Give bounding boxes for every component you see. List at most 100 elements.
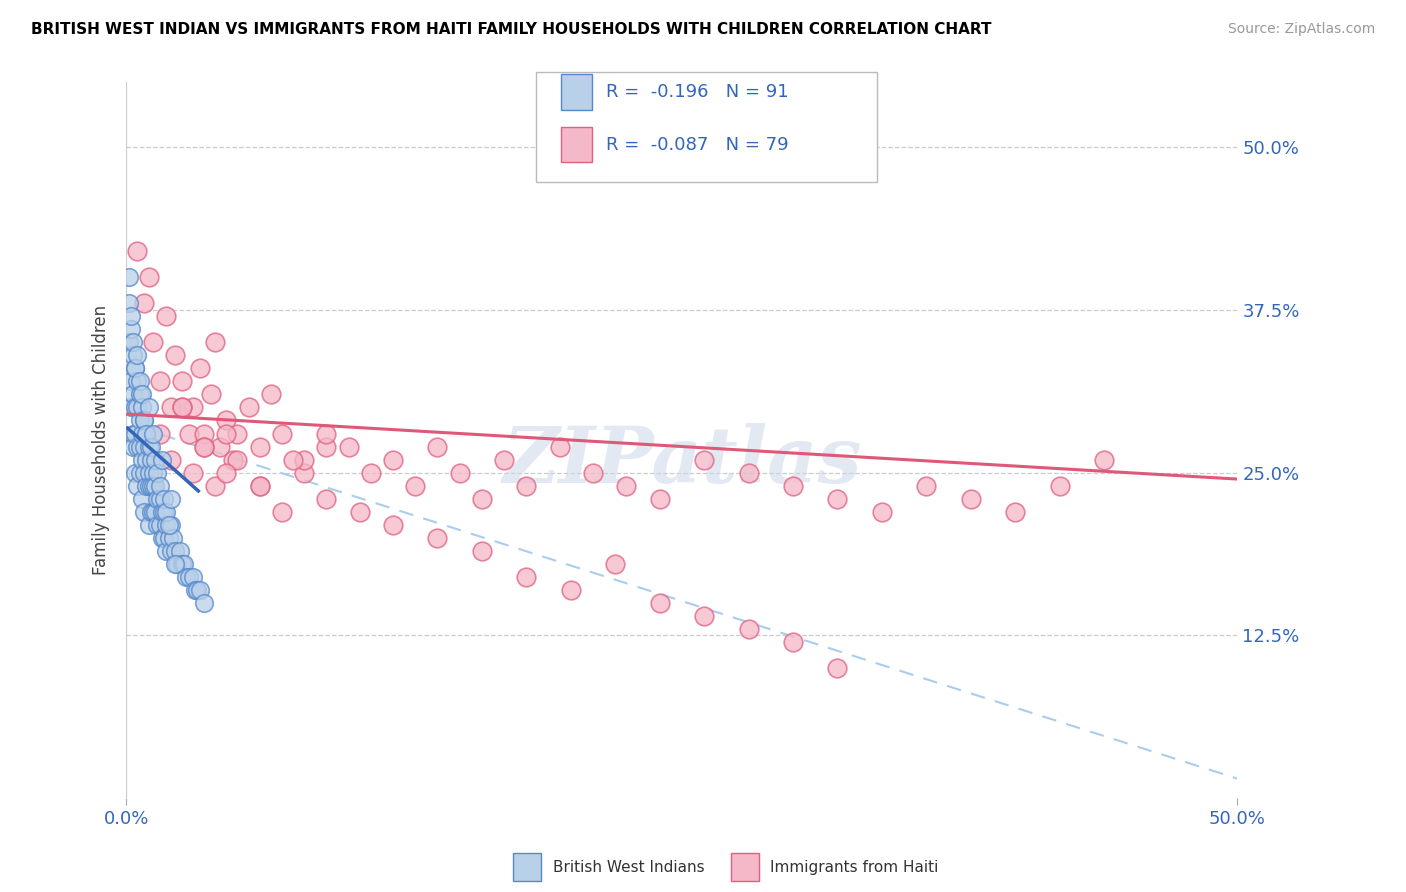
Point: [165, 543, 187, 558]
Point: [131, 491, 153, 506]
Point: [153, 491, 176, 506]
Point: [117, 296, 139, 310]
Point: [128, 466, 150, 480]
Point: [128, 387, 150, 401]
Point: [315, 491, 337, 506]
Point: [249, 478, 271, 492]
Point: [169, 543, 191, 558]
Point: [155, 543, 177, 558]
Point: [142, 478, 165, 492]
Point: [142, 335, 165, 350]
Point: [131, 426, 153, 441]
Point: [138, 478, 160, 492]
Point: [131, 452, 153, 467]
Point: [648, 596, 671, 610]
Text: Immigrants from Haiti: Immigrants from Haiti: [770, 860, 939, 874]
Point: [193, 426, 215, 441]
Point: [208, 440, 231, 454]
Point: [122, 335, 145, 350]
Point: [176, 570, 198, 584]
Point: [117, 335, 139, 350]
Point: [782, 635, 804, 649]
Point: [614, 478, 637, 492]
Point: [120, 322, 142, 336]
Point: [159, 401, 181, 415]
Point: [127, 401, 149, 415]
Point: [149, 517, 172, 532]
Point: [827, 661, 849, 675]
Point: [737, 466, 759, 480]
Point: [165, 557, 187, 571]
Point: [426, 531, 449, 545]
Point: [426, 440, 449, 454]
Point: [226, 426, 249, 441]
Point: [159, 452, 181, 467]
Point: [132, 466, 155, 480]
Point: [138, 270, 160, 285]
Point: [349, 505, 371, 519]
Point: [122, 440, 145, 454]
Point: [132, 505, 155, 519]
Point: [381, 517, 404, 532]
Point: [124, 401, 146, 415]
Point: [124, 466, 146, 480]
Point: [124, 361, 146, 376]
Point: [181, 466, 204, 480]
Point: [173, 557, 195, 571]
Point: [135, 426, 157, 441]
Point: [122, 426, 145, 441]
Point: [260, 387, 283, 401]
Point: [146, 491, 169, 506]
Point: [177, 426, 200, 441]
Point: [165, 348, 187, 362]
Point: [249, 478, 271, 492]
Point: [159, 491, 181, 506]
Point: [128, 375, 150, 389]
Point: [124, 361, 146, 376]
Point: [127, 244, 149, 259]
Point: [127, 478, 149, 492]
Point: [124, 426, 146, 441]
Point: [782, 478, 804, 492]
Text: BRITISH WEST INDIAN VS IMMIGRANTS FROM HAITI FAMILY HOUSEHOLDS WITH CHILDREN COR: BRITISH WEST INDIAN VS IMMIGRANTS FROM H…: [31, 22, 991, 37]
Point: [142, 426, 165, 441]
Point: [515, 478, 537, 492]
Point: [737, 622, 759, 636]
Point: [146, 466, 169, 480]
Point: [381, 452, 404, 467]
Point: [226, 452, 249, 467]
Point: [138, 466, 160, 480]
Point: [132, 413, 155, 427]
Point: [139, 505, 162, 519]
Point: [153, 531, 176, 545]
Point: [127, 440, 149, 454]
Point: [155, 310, 177, 324]
Point: [215, 466, 238, 480]
Text: ZIPatlas: ZIPatlas: [502, 424, 862, 500]
Point: [139, 440, 162, 454]
Point: [138, 517, 160, 532]
Text: British West Indians: British West Indians: [553, 860, 704, 874]
Point: [270, 426, 292, 441]
Text: R =  -0.196   N = 91: R = -0.196 N = 91: [606, 83, 789, 101]
Point: [138, 401, 160, 415]
Point: [127, 375, 149, 389]
Point: [515, 570, 537, 584]
Point: [127, 348, 149, 362]
Point: [177, 570, 200, 584]
Point: [149, 426, 172, 441]
Point: [200, 387, 222, 401]
Point: [142, 466, 165, 480]
Point: [215, 413, 238, 427]
Point: [150, 452, 173, 467]
Point: [128, 440, 150, 454]
Point: [222, 452, 245, 467]
Point: [150, 531, 173, 545]
Point: [149, 375, 172, 389]
Point: [150, 505, 173, 519]
Point: [582, 466, 605, 480]
Point: [120, 310, 142, 324]
Point: [181, 401, 204, 415]
Point: [204, 478, 226, 492]
Point: [120, 375, 142, 389]
